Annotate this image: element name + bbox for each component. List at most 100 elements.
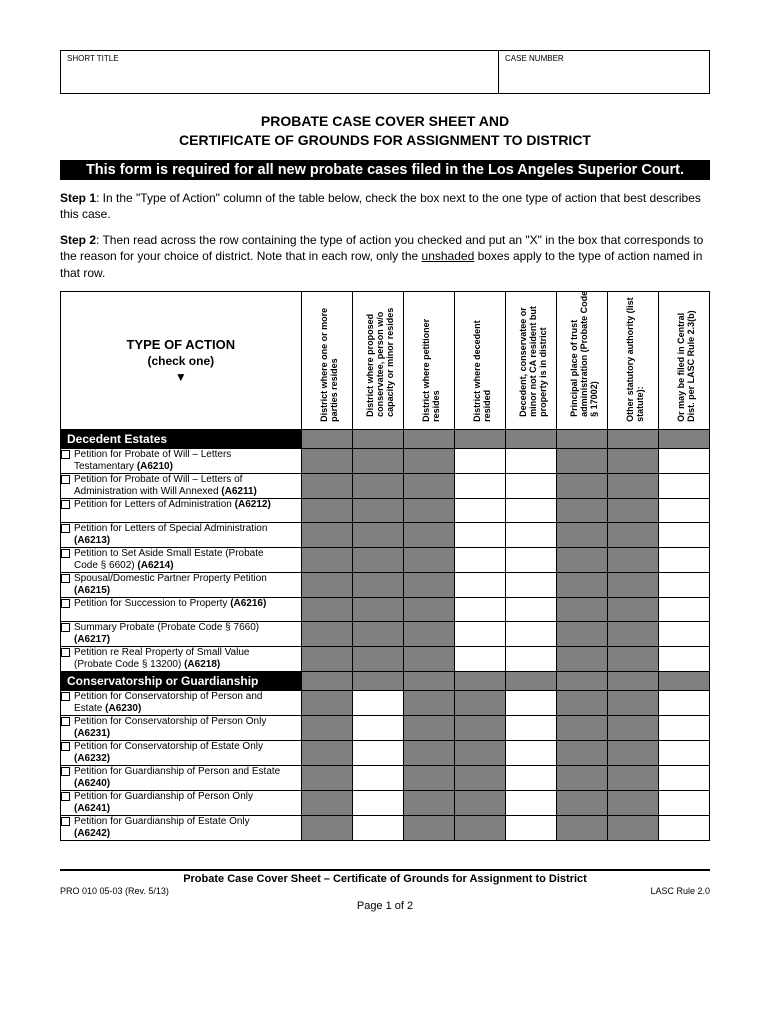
checkbox[interactable] (61, 599, 70, 608)
reason-cell (301, 621, 352, 646)
action-code: (A6217) (74, 634, 110, 645)
section-header-blank (301, 671, 352, 690)
reason-cell[interactable] (658, 690, 709, 715)
reason-cell[interactable] (658, 597, 709, 621)
table-row: Petition for Succession to Property (A62… (61, 597, 710, 621)
reason-cell (301, 473, 352, 498)
action-code: (A6232) (74, 753, 110, 764)
reason-cell[interactable] (454, 473, 505, 498)
reason-cell[interactable] (658, 765, 709, 790)
checkbox[interactable] (61, 767, 70, 776)
reason-cell[interactable] (454, 572, 505, 597)
footer: Probate Case Cover Sheet – Certificate o… (60, 869, 710, 912)
col-header-3: District where decedent resided (454, 291, 505, 429)
action-code: (A6214) (137, 560, 173, 571)
reason-cell[interactable] (658, 715, 709, 740)
checkbox[interactable] (61, 648, 70, 657)
col-label-2: District where petitioner resides (422, 292, 442, 422)
reason-cell (301, 547, 352, 572)
reason-cell (352, 572, 403, 597)
section-title: Conservatorship or Guardianship (61, 671, 302, 690)
checkbox[interactable] (61, 792, 70, 801)
action-cell: Petition for Guardianship of Estate Only… (61, 815, 302, 840)
reason-cell (454, 690, 505, 715)
col-label-3: District where decedent resided (473, 292, 493, 422)
footer-form-no: PRO 010 05-03 (Rev. 5/13) (60, 886, 169, 896)
reason-cell[interactable] (505, 690, 556, 715)
checkbox[interactable] (61, 549, 70, 558)
checkbox[interactable] (61, 574, 70, 583)
action-cell: Petition for Probate of Will – Letters o… (61, 473, 302, 498)
reason-cell[interactable] (658, 473, 709, 498)
reason-cell[interactable] (505, 740, 556, 765)
reason-cell[interactable] (454, 646, 505, 671)
reason-cell[interactable] (658, 740, 709, 765)
reason-cell[interactable] (505, 547, 556, 572)
reason-cell[interactable] (454, 597, 505, 621)
reason-cell[interactable] (658, 815, 709, 840)
reason-cell[interactable] (658, 547, 709, 572)
reason-cell (607, 597, 658, 621)
reason-cell[interactable] (505, 448, 556, 473)
reason-cell[interactable] (505, 790, 556, 815)
action-code: (A6230) (105, 703, 141, 714)
reason-cell[interactable] (352, 790, 403, 815)
reason-cell (454, 765, 505, 790)
checkbox[interactable] (61, 475, 70, 484)
checkbox[interactable] (61, 692, 70, 701)
reason-cell[interactable] (658, 572, 709, 597)
reason-cell (403, 740, 454, 765)
checkbox[interactable] (61, 500, 70, 509)
table-body: Decedent EstatesPetition for Probate of … (61, 429, 710, 840)
reason-cell (454, 790, 505, 815)
case-number-field[interactable]: CASE NUMBER (499, 51, 709, 93)
reason-cell[interactable] (352, 690, 403, 715)
reason-cell[interactable] (658, 498, 709, 522)
checkbox[interactable] (61, 817, 70, 826)
reason-cell[interactable] (454, 448, 505, 473)
reason-cell[interactable] (352, 740, 403, 765)
reason-cell[interactable] (505, 498, 556, 522)
action-text: Petition for Succession to Property (A62… (74, 598, 284, 610)
checkbox[interactable] (61, 524, 70, 533)
reason-cell[interactable] (658, 448, 709, 473)
reason-cell (556, 597, 607, 621)
reason-cell[interactable] (454, 522, 505, 547)
reason-cell[interactable] (658, 646, 709, 671)
reason-cell[interactable] (454, 621, 505, 646)
reason-cell[interactable] (505, 815, 556, 840)
reason-cell (403, 815, 454, 840)
reason-cell[interactable] (454, 498, 505, 522)
reason-cell (301, 815, 352, 840)
reason-cell[interactable] (352, 715, 403, 740)
reason-cell[interactable] (658, 621, 709, 646)
title-line-1: PROBATE CASE COVER SHEET AND (60, 112, 710, 131)
checkbox[interactable] (61, 717, 70, 726)
reason-cell[interactable] (505, 597, 556, 621)
short-title-field[interactable]: SHORT TITLE (61, 51, 499, 93)
reason-cell[interactable] (505, 621, 556, 646)
reason-cell[interactable] (658, 522, 709, 547)
reason-cell[interactable] (352, 765, 403, 790)
form-title: PROBATE CASE COVER SHEET AND CERTIFICATE… (60, 112, 710, 150)
reason-cell[interactable] (505, 522, 556, 547)
action-text: Petition for Conservatorship of Person a… (74, 691, 284, 715)
reason-cell[interactable] (505, 473, 556, 498)
reason-cell[interactable] (658, 790, 709, 815)
section-header-blank (454, 429, 505, 448)
reason-cell[interactable] (505, 646, 556, 671)
checkbox[interactable] (61, 450, 70, 459)
reason-cell[interactable] (352, 815, 403, 840)
reason-cell (352, 448, 403, 473)
reason-cell[interactable] (454, 547, 505, 572)
action-text: Spousal/Domestic Partner Property Petiti… (74, 573, 284, 597)
checkbox[interactable] (61, 742, 70, 751)
section-header-blank (454, 671, 505, 690)
reason-cell (352, 597, 403, 621)
requirement-bar: This form is required for all new probat… (60, 160, 710, 180)
checkbox[interactable] (61, 623, 70, 632)
reason-cell[interactable] (505, 765, 556, 790)
reason-cell[interactable] (505, 715, 556, 740)
reason-cell[interactable] (505, 572, 556, 597)
table-row: Petition for Letters of Special Administ… (61, 522, 710, 547)
